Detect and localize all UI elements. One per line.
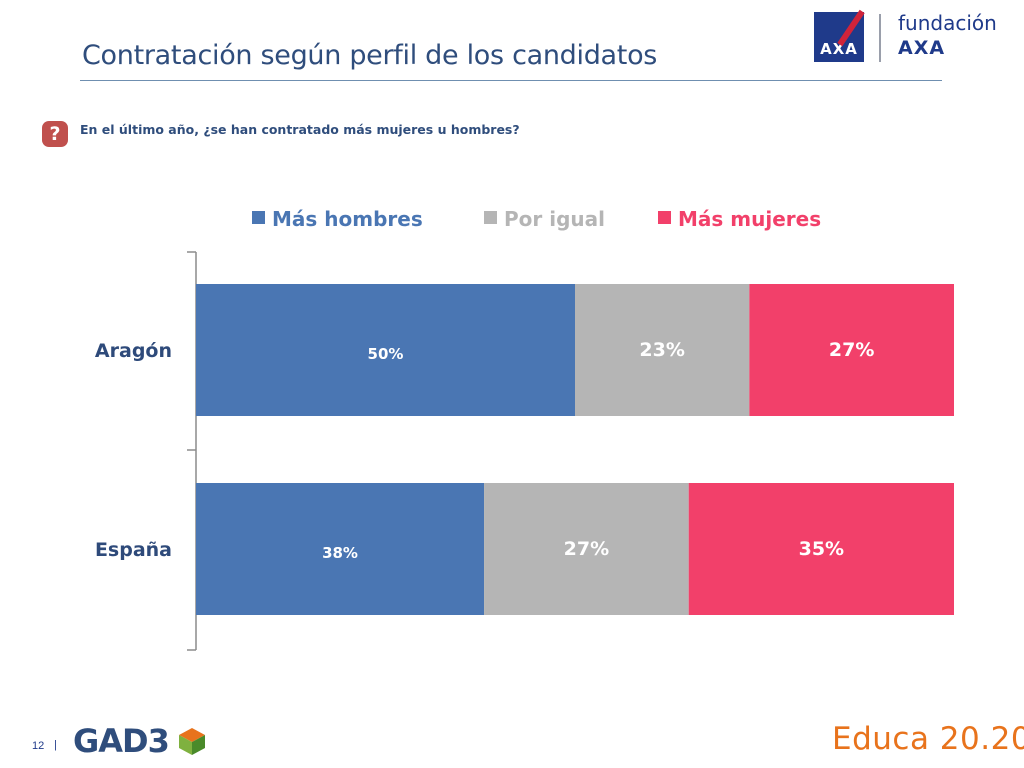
data-label-aragon-mas-mujeres: 27% <box>829 339 874 361</box>
legend-label-mas-mujeres: Más mujeres <box>678 207 821 231</box>
page-separator: | <box>54 739 57 751</box>
bar-aragon-por-igual <box>575 284 750 416</box>
bar-espana-mas-hombres <box>196 483 485 615</box>
gad3-cube-icon <box>179 728 205 755</box>
bar-aragon-mas-hombres <box>196 284 575 416</box>
bar-aragon-mas-mujeres <box>749 284 954 416</box>
data-label-espana-mas-mujeres: 35% <box>799 538 844 560</box>
brand-divider <box>879 14 881 62</box>
survey-question: En el último año, ¿se han contratado más… <box>80 122 520 137</box>
legend-swatch-mas-mujeres <box>658 211 671 224</box>
legend-swatch-por-igual <box>484 211 497 224</box>
legend-label-por-igual: Por igual <box>504 207 605 231</box>
category-label-espana: España <box>95 539 172 561</box>
gad3-logo: GAD3 <box>73 722 170 760</box>
data-label-espana-mas-hombres: 38% <box>322 544 358 562</box>
page-title: Contratación según perfil de los candida… <box>82 40 658 71</box>
brand-name-line2: AXA <box>898 37 946 59</box>
title-divider <box>80 80 942 81</box>
bar-espana-mas-mujeres <box>688 483 954 615</box>
data-label-aragon-mas-hombres: 50% <box>368 345 404 363</box>
category-label-aragon: Aragón <box>95 340 172 362</box>
page-number: 12 <box>32 740 45 752</box>
axa-logo-text: AXA <box>820 40 858 58</box>
bar-espana-por-igual <box>484 483 689 615</box>
data-label-espana-por-igual: 27% <box>564 538 609 560</box>
question-mark-icon: ? <box>42 121 68 147</box>
educa-logo: Educa 20.20 <box>832 721 1024 757</box>
data-label-aragon-por-igual: 23% <box>639 339 684 361</box>
legend-swatch-mas-hombres <box>252 211 265 224</box>
brand-name-line1: fundación <box>898 11 997 35</box>
legend-label-mas-hombres: Más hombres <box>272 207 423 231</box>
